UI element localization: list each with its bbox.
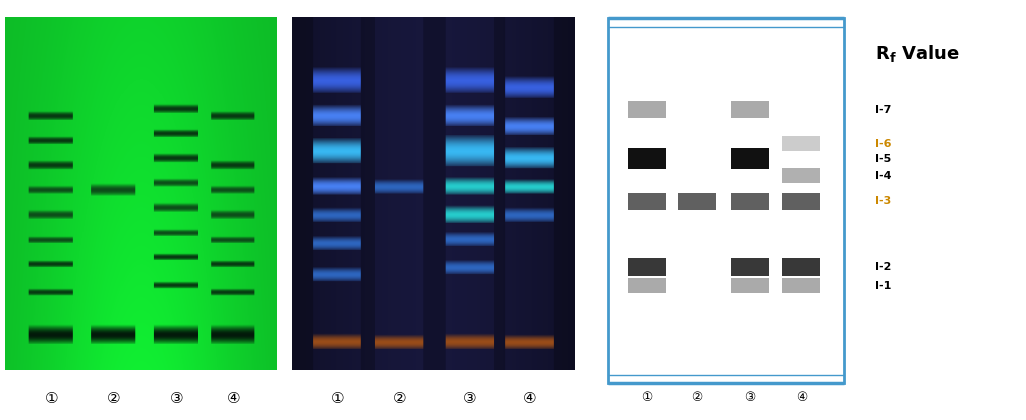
Bar (783, 278, 820, 293)
Bar (628, 148, 666, 169)
Text: I-3: I-3 (874, 196, 891, 206)
Text: I-4: I-4 (874, 171, 892, 181)
Bar (678, 192, 716, 210)
Text: ④: ④ (796, 391, 806, 404)
Text: I-1: I-1 (874, 281, 891, 291)
Text: I-5: I-5 (874, 154, 891, 164)
Text: ②: ② (393, 391, 406, 406)
Text: ②: ② (692, 391, 703, 404)
Text: ③: ③ (744, 391, 755, 404)
Bar (628, 101, 666, 118)
Bar (628, 192, 666, 210)
Text: ①: ① (641, 391, 653, 404)
Bar (731, 192, 768, 210)
Text: $\mathbf{R_f}$ Value: $\mathbf{R_f}$ Value (874, 42, 959, 63)
Text: I-2: I-2 (874, 262, 891, 272)
Bar (783, 168, 820, 183)
Text: ④: ④ (227, 391, 240, 406)
Bar (731, 278, 768, 293)
Text: ①: ① (330, 391, 345, 406)
Bar (731, 148, 768, 169)
Text: I-6: I-6 (874, 139, 892, 149)
Bar (628, 278, 666, 293)
Text: ②: ② (107, 391, 121, 406)
Text: I-7: I-7 (874, 105, 891, 115)
Bar (628, 258, 666, 276)
Bar (783, 192, 820, 210)
Text: ③: ③ (464, 391, 477, 406)
Bar (783, 136, 820, 151)
Text: ①: ① (44, 391, 58, 406)
Text: ③: ③ (169, 391, 184, 406)
Bar (731, 258, 768, 276)
Bar (783, 258, 820, 276)
Bar (731, 101, 768, 118)
Text: ④: ④ (522, 391, 537, 406)
